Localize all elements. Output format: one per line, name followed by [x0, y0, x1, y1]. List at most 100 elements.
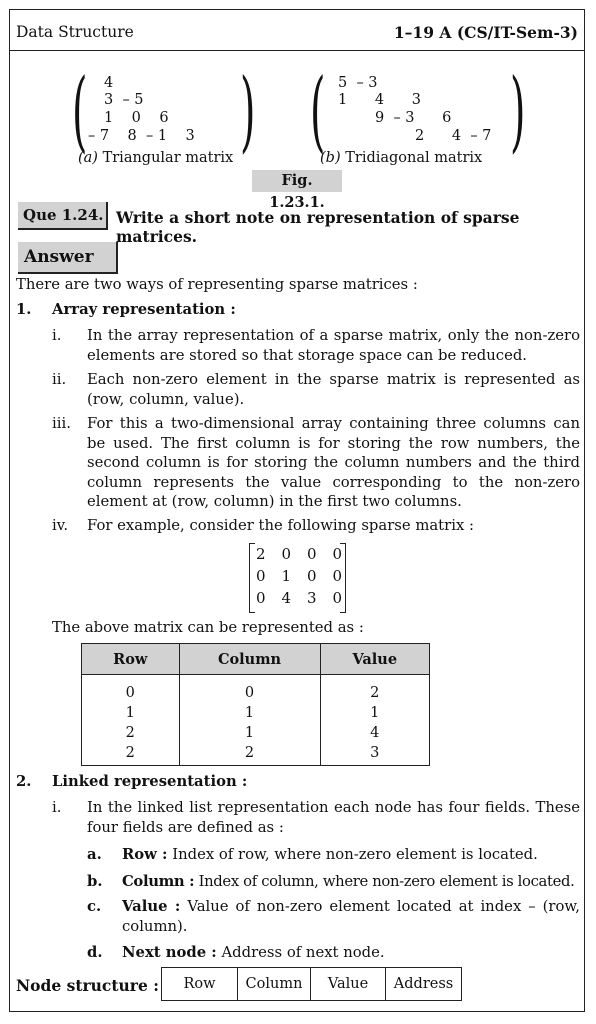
- section2-number: 2.: [16, 773, 32, 790]
- field-a-name: Row :: [122, 846, 168, 863]
- field-c-name: Value :: [122, 898, 181, 915]
- table-cell: 4: [319, 723, 430, 743]
- matrix-cell: 0: [332, 545, 342, 563]
- section1-number: 1.: [16, 301, 32, 318]
- section1-title: Array representation :: [52, 301, 236, 318]
- left-paren-b: (: [310, 59, 326, 162]
- sparse-table: Row Column Value 0 0 2 1 1 1 2 1 4 2 2 3: [81, 643, 430, 766]
- table-row: 2 2 3: [81, 743, 430, 766]
- item-iii-number: iii.: [52, 415, 71, 432]
- field-d-desc: Address of next node.: [221, 944, 385, 961]
- field-c-number: c.: [87, 898, 102, 915]
- field-b-name: Column :: [122, 873, 195, 890]
- tri-row-4: – 7 8 – 1 3: [88, 128, 195, 144]
- tri-diag-row-3: 9 – 3 6: [375, 110, 452, 126]
- tri-diag-row-4: 2 4 – 7: [415, 128, 492, 144]
- header-rule: [10, 50, 584, 51]
- item-iv-text: For example, consider the following spar…: [87, 517, 474, 534]
- section2-item-text: In the linked list representation each n…: [87, 799, 580, 836]
- field-d: Next node : Address of next node.: [122, 943, 580, 963]
- matrix-row: 0 1 0 0: [256, 567, 342, 589]
- header-page-ref: 1–19 A (CS/IT-Sem-3): [393, 23, 578, 42]
- field-a: Row : Index of row, where non-zero eleme…: [122, 845, 580, 865]
- tri-diag-row-2: 1 4 3: [338, 92, 421, 108]
- matrix-cell: 1: [281, 567, 292, 585]
- table-header-row: Row Column Value: [81, 643, 430, 675]
- node-cell-column: Column: [238, 967, 311, 1001]
- section2-item-number: i.: [52, 799, 62, 816]
- answer-label: Answer: [18, 242, 118, 274]
- caption-a-label: (a): [78, 150, 98, 166]
- matrix-row: 0 4 3 0: [256, 589, 342, 611]
- table-header-row-col: Row: [81, 643, 180, 675]
- field-c: Value : Value of non-zero element locate…: [122, 897, 580, 936]
- matrix-cell: 0: [332, 567, 342, 585]
- field-a-desc: Index of row, where non-zero element is …: [172, 846, 538, 863]
- table-cell: 1: [178, 703, 321, 723]
- table-cell: 2: [319, 674, 430, 703]
- table-cell: 1: [178, 723, 321, 743]
- matrix-left-bracket: [249, 543, 255, 613]
- table-header-column-col: Column: [178, 643, 321, 675]
- matrix-cell: 0: [306, 567, 317, 585]
- field-b-number: b.: [87, 873, 103, 890]
- represented-text: The above matrix can be represented as :: [52, 619, 364, 636]
- right-paren-b: ): [510, 59, 526, 162]
- sparse-matrix: 2 0 0 0 0 1 0 0 0 4 3 0: [256, 545, 342, 611]
- field-b-desc: Index of column, where non-zero element …: [198, 873, 575, 890]
- figure-label: Fig. 1.23.1.: [252, 170, 342, 211]
- item-i-text: In the array representation of a sparse …: [87, 327, 580, 364]
- table-cell: 1: [319, 703, 430, 723]
- section2-title: Linked representation :: [52, 773, 248, 790]
- node-structure-label: Node structure :: [16, 976, 159, 995]
- caption-a: (a) Triangular matrix: [78, 150, 233, 166]
- matrix-row: 2 0 0 0: [256, 545, 342, 567]
- item-iii-text: For this a two-dimensional array contain…: [87, 415, 580, 510]
- node-cell-row: Row: [161, 967, 238, 1001]
- field-d-number: d.: [87, 944, 103, 961]
- right-paren-a: ): [240, 59, 256, 162]
- matrix-cell: 0: [281, 545, 292, 563]
- tri-row-1: 4: [104, 75, 114, 91]
- caption-b-label: (b): [320, 150, 341, 166]
- table-row: 1 1 1: [81, 703, 430, 723]
- matrix-cell: 4: [281, 589, 292, 607]
- table-cell: 0: [81, 674, 180, 703]
- caption-b-text: Tridiagonal matrix: [345, 150, 483, 166]
- node-cell-address: Address: [386, 967, 462, 1001]
- tri-row-3: 1 0 6: [104, 110, 169, 126]
- matrix-cell: 0: [332, 589, 342, 607]
- matrix-cell: 0: [306, 545, 317, 563]
- table-cell: 1: [81, 703, 180, 723]
- table-row: 2 1 4: [81, 723, 430, 743]
- item-ii-text: Each non-zero element in the sparse matr…: [87, 371, 580, 408]
- item-ii-number: ii.: [52, 371, 67, 388]
- table-row: 0 0 2: [81, 674, 430, 703]
- tri-diag-row-1: 5 – 3: [338, 75, 378, 91]
- table-cell: 0: [178, 674, 321, 703]
- caption-a-text: Triangular matrix: [102, 150, 234, 166]
- question-text: Write a short note on representation of …: [116, 208, 520, 246]
- matrix-cell: 0: [256, 567, 266, 585]
- field-b: Column : Index of column, where non-zero…: [122, 872, 582, 892]
- field-c-desc: Value of non-zero element located at ind…: [122, 898, 580, 935]
- tri-row-2: 3 – 5: [104, 92, 144, 108]
- field-a-number: a.: [87, 846, 102, 863]
- table-cell: 3: [319, 743, 430, 766]
- table-cell: 2: [81, 743, 180, 766]
- matrix-right-bracket: [340, 543, 346, 613]
- item-iv-number: iv.: [52, 517, 69, 534]
- node-cell-value: Value: [311, 967, 386, 1001]
- table-header-value-col: Value: [319, 643, 430, 675]
- header-title: Data Structure: [16, 23, 134, 41]
- page-frame: Data Structure 1–19 A (CS/IT-Sem-3) ( ) …: [9, 9, 585, 1012]
- field-d-name: Next node :: [122, 944, 217, 961]
- question-label: Que 1.24.: [18, 202, 108, 230]
- caption-b: (b) Tridiagonal matrix: [320, 150, 482, 166]
- node-structure-boxes: Row Column Value Address: [161, 967, 462, 1001]
- matrix-cell: 3: [306, 589, 317, 607]
- matrix-cell: 2: [256, 545, 266, 563]
- matrix-cell: 0: [256, 589, 266, 607]
- table-cell: 2: [178, 743, 321, 766]
- left-paren-a: (: [72, 59, 88, 162]
